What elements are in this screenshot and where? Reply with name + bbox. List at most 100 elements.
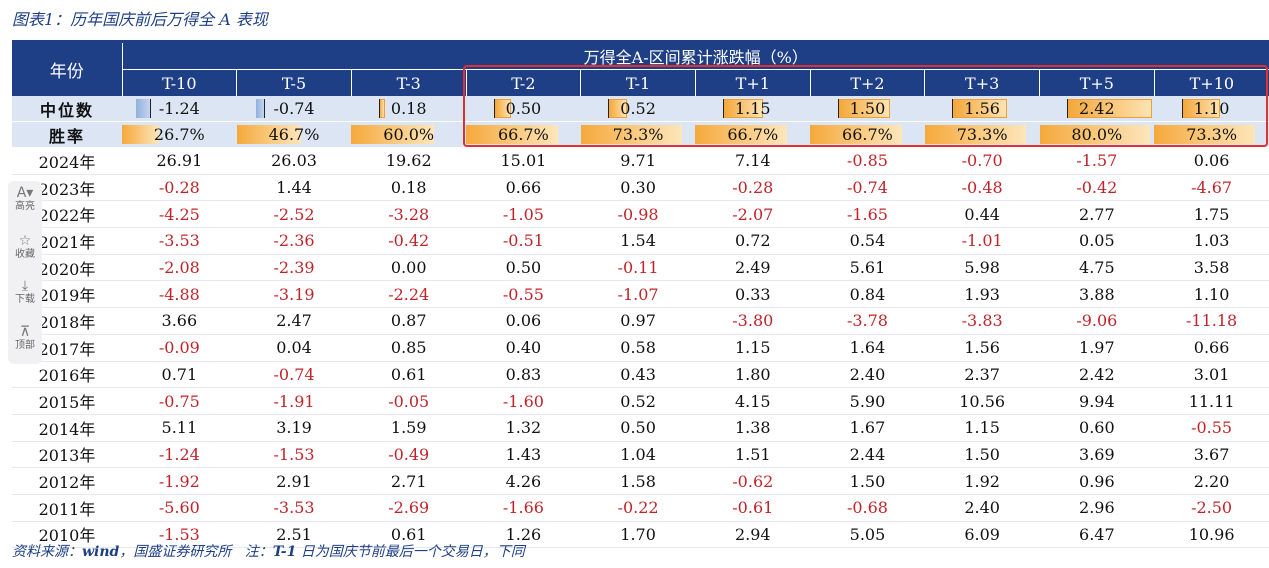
value-cell: 1.03 <box>1154 227 1269 255</box>
value-cell: 0.05 <box>1039 227 1155 255</box>
median-bar-wrap: -1.24 <box>122 96 237 121</box>
median-bar <box>135 99 150 118</box>
source-suffix: ，国盛证券研究所 <box>119 544 232 560</box>
value-cell: 2.40 <box>924 494 1040 522</box>
value-cell: 0.06 <box>1154 147 1269 175</box>
median-value: -1.24 <box>158 99 200 118</box>
value-cell: 1.26 <box>466 521 581 549</box>
value-cell: -4.67 <box>1154 174 1269 202</box>
side-tool-download[interactable]: ⤓ 下载 <box>8 278 42 306</box>
winrate-bar <box>924 125 1026 144</box>
footer-note: 资料来源：wind，国盛证券研究所 注：T-1 日为国庆节前最后一个交易日，下同 <box>12 541 525 561</box>
value-cell: 2.44 <box>810 441 925 469</box>
value-cell: 15.01 <box>466 147 581 175</box>
star-icon: ☆ <box>18 233 32 249</box>
median-value: 1.50 <box>849 99 886 118</box>
value-cell: 0.61 <box>351 521 467 549</box>
table-row: 2011年 -5.60 -3.53 -2.69 -1.66 -0.22 -0.61 -0.68… <box>12 494 1269 522</box>
value-cell: 0.18 <box>351 174 467 202</box>
median-cell: 1.15 <box>695 96 811 122</box>
value-cell: 1.67 <box>810 414 925 442</box>
value-cell: -0.51 <box>466 227 581 255</box>
side-tool-label: 下载 <box>15 294 35 305</box>
winrate-cell: 66.7% <box>695 121 811 148</box>
winrate-cell: 66.7% <box>810 121 925 148</box>
winrate-value: 26.7% <box>153 125 205 144</box>
median-axis-line <box>837 99 839 118</box>
value-cell: 1.59 <box>351 414 467 442</box>
value-cell: -3.83 <box>924 307 1040 335</box>
value-cell: 1.32 <box>466 414 581 442</box>
value-cell: -0.74 <box>236 361 352 389</box>
value-cell: -1.91 <box>236 387 352 415</box>
value-cell: -0.22 <box>580 494 696 522</box>
value-cell: 5.05 <box>810 521 925 549</box>
value-cell: -2.52 <box>236 200 352 229</box>
value-cell: -5.60 <box>122 494 237 522</box>
value-cell: -4.25 <box>122 200 237 229</box>
value-cell: 1.15 <box>695 334 811 362</box>
value-cell: 2.20 <box>1154 467 1269 495</box>
source-prefix: 资料来源： <box>12 544 82 560</box>
value-cell: 2.49 <box>695 254 811 282</box>
winrate-value: 60.0% <box>383 125 435 144</box>
value-cell: 0.60 <box>1039 414 1155 442</box>
value-cell: -2.39 <box>236 254 352 282</box>
column-header-tplus5: T+5 <box>1039 69 1155 96</box>
median-axis-line <box>493 99 495 118</box>
value-cell: 26.91 <box>122 147 237 175</box>
value-cell: 1.80 <box>695 361 811 389</box>
value-cell: 2.40 <box>810 361 925 389</box>
value-cell: 3.01 <box>1154 361 1269 389</box>
value-cell: 0.54 <box>810 227 925 255</box>
winrate-cell: 73.3% <box>580 121 696 148</box>
side-tool-back-to-top[interactable]: ⊼ 顶部 <box>8 324 42 352</box>
value-cell: -2.24 <box>351 280 467 309</box>
year-cell: 2013年 <box>12 441 122 469</box>
median-axis-line <box>722 99 724 118</box>
median-label: 中位数 <box>12 96 122 122</box>
side-tool-highlight[interactable]: A▾ 高亮 <box>8 185 42 213</box>
winrate-cell: 26.7% <box>122 121 237 148</box>
value-cell: 0.04 <box>236 334 352 362</box>
median-bar-wrap: 1.15 <box>695 96 810 121</box>
value-cell: 0.52 <box>580 387 696 415</box>
value-cell: -1.65 <box>810 200 925 229</box>
value-cell: 5.90 <box>810 387 925 415</box>
value-cell: -0.09 <box>122 334 237 362</box>
value-cell: 0.97 <box>580 307 696 335</box>
value-cell: -0.85 <box>810 147 925 175</box>
table-row: 2020年 -2.08 -2.39 0.00 0.50 -0.11 2.49 5.61 5.98… <box>12 254 1269 282</box>
value-cell: -1.66 <box>466 494 581 522</box>
median-value: 0.50 <box>505 99 542 118</box>
median-axis-line <box>149 99 151 118</box>
median-bar-wrap: 0.52 <box>581 96 696 121</box>
winrate-value: 80.0% <box>1071 125 1123 144</box>
median-value: 1.15 <box>734 99 771 118</box>
year-cell: 2015年 <box>12 387 122 415</box>
median-bar <box>255 99 265 118</box>
value-cell: 10.96 <box>1154 521 1269 549</box>
value-cell: -0.70 <box>924 147 1040 175</box>
value-cell: 5.61 <box>810 254 925 282</box>
median-cell: 0.50 <box>466 96 581 122</box>
winrate-bar <box>695 125 788 144</box>
side-tool-star[interactable]: ☆ 收藏 <box>8 233 42 261</box>
column-header-tplus3: T+3 <box>924 69 1040 96</box>
median-bar-wrap: 2.42 <box>1040 96 1155 121</box>
value-cell: -0.75 <box>122 387 237 415</box>
value-cell: 1.04 <box>580 441 696 469</box>
value-cell: 0.44 <box>924 200 1040 229</box>
note-prefix: 注： <box>244 544 273 560</box>
column-header-tplus1: T+1 <box>694 69 811 96</box>
value-cell: 1.75 <box>1154 200 1269 229</box>
value-cell: -2.07 <box>695 200 811 229</box>
source-brand: wind <box>82 544 120 560</box>
table-row: 2010年 -1.53 2.51 0.61 1.26 1.70 2.94 5.05 6.09 6.… <box>12 521 1269 549</box>
value-cell: 2.51 <box>236 521 352 549</box>
median-cell: 2.42 <box>1039 96 1155 122</box>
median-cell: -1.24 <box>122 96 237 122</box>
value-cell: 11.11 <box>1154 387 1269 415</box>
table-row: 2021年 -3.53 -2.36 -0.42 -0.51 1.54 0.72 0.54 -1.… <box>12 227 1269 255</box>
value-cell: 19.62 <box>351 147 467 175</box>
